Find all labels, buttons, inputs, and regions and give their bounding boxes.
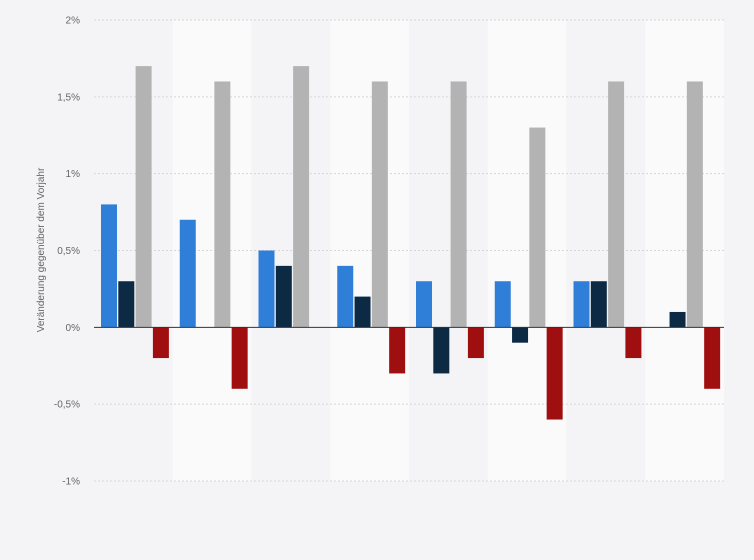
y-tick-label: 1% (66, 169, 81, 180)
bar[interactable] (214, 81, 231, 328)
bar[interactable] (608, 81, 625, 328)
bar[interactable] (512, 327, 529, 343)
bar[interactable] (179, 219, 196, 328)
bar[interactable] (135, 66, 152, 328)
y-tick-label: -0,5% (54, 400, 80, 411)
y-tick-label: 2% (66, 16, 81, 27)
bar[interactable] (337, 265, 354, 328)
bar[interactable] (669, 311, 686, 328)
y-tick-label: 1,5% (57, 92, 80, 103)
bar[interactable] (573, 281, 590, 328)
bar[interactable] (433, 327, 450, 374)
bar[interactable] (704, 327, 721, 389)
y-tick-label: 0% (66, 323, 81, 334)
y-tick-labels: 2% 1,5% 1% 0,5% 0% -0,5% -1% (54, 16, 80, 488)
bar[interactable] (258, 250, 275, 328)
bar[interactable] (625, 327, 642, 359)
bar[interactable] (686, 81, 703, 328)
bar[interactable] (494, 281, 511, 328)
bars (101, 66, 721, 420)
bar[interactable] (371, 81, 388, 328)
bar[interactable] (354, 296, 371, 328)
bar[interactable] (546, 327, 563, 420)
bar[interactable] (275, 265, 292, 328)
category-band (645, 20, 724, 481)
bar[interactable] (450, 81, 467, 328)
bar[interactable] (231, 327, 248, 389)
bar[interactable] (529, 127, 546, 328)
bar[interactable] (152, 327, 169, 359)
y-tick-label: -1% (62, 477, 80, 488)
bar[interactable] (118, 281, 135, 328)
bar[interactable] (590, 281, 607, 328)
bar[interactable] (416, 281, 432, 328)
bar[interactable] (389, 327, 406, 374)
bar[interactable] (467, 327, 484, 359)
y-tick-label: 0,5% (57, 246, 80, 257)
y-axis-title: Veränderung gegenüber dem Vorjahr (36, 167, 47, 332)
bar[interactable] (293, 66, 310, 328)
bar[interactable] (101, 204, 117, 328)
